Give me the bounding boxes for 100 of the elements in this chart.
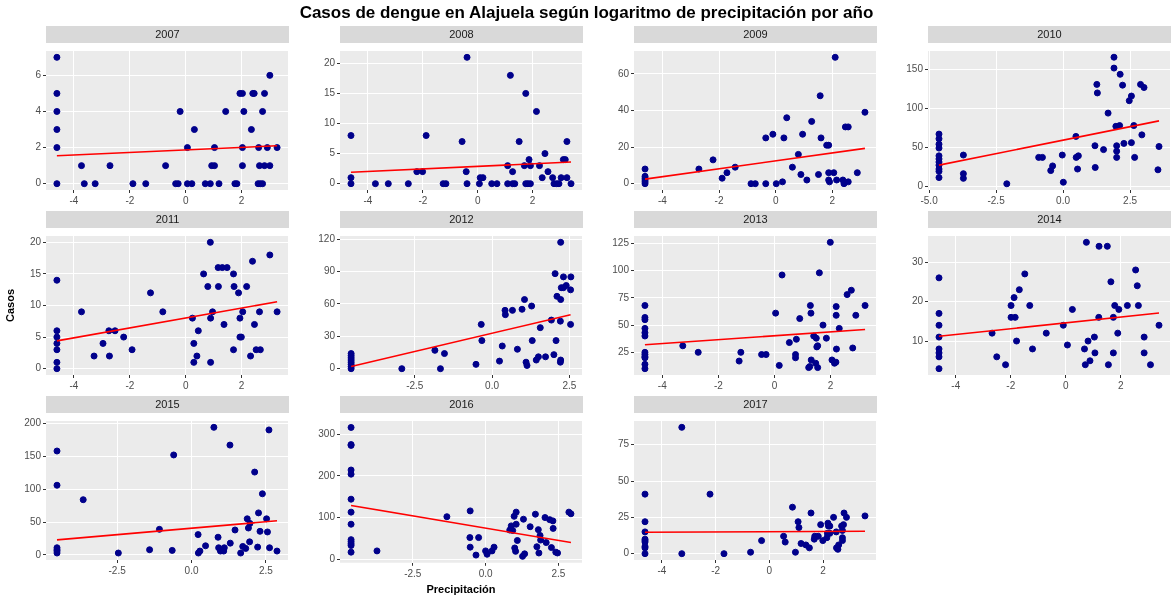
x-tick-label: 0 [766,564,773,576]
x-tick-label: -2 [1006,379,1016,391]
chart-title: 2008 [340,26,583,43]
y-tick-label: 20 [323,57,336,69]
y-tick-label: 200 [318,469,336,481]
y-tick-label: 0 [623,547,630,559]
x-tick-label: 2.5 [259,564,274,576]
x-tick-label: -4 [657,379,668,391]
y-tick-label: 0 [35,548,42,560]
x-tick-label: -4 [69,194,79,206]
y-tick-label: 0 [329,553,336,565]
y-tick-label: 25 [617,346,630,358]
x-tick-label: -2 [418,194,428,206]
y-tick-label: 15 [29,267,42,279]
y-tick-label: 50 [617,318,630,330]
x-tick-label: -2 [714,194,724,206]
chart-title: 2015 [46,396,289,413]
x-tick-label: 0 [772,194,779,206]
y-tick-label: 2 [35,141,42,153]
x-tick-label: 0.0 [478,567,493,579]
y-tick-label: 30 [911,255,924,267]
x-tick-label: 0.0 [184,564,199,576]
y-tick-label: 50 [911,141,924,153]
y-tick-label: 10 [911,334,924,346]
y-tick-label: 4 [35,105,42,117]
chart-title: 2007 [46,26,289,43]
chart-title: 2012 [340,211,583,228]
y-tick-label: 0 [329,177,336,189]
chart-title: 2016 [340,396,583,413]
x-tick-label: 2.5 [1123,194,1138,206]
y-tick-label: 25 [617,511,630,523]
x-tick-label: 2 [829,194,836,206]
x-tick-label: -5.0 [920,194,939,206]
x-tick-label: 2 [529,194,536,206]
x-tick-label: -4 [657,194,668,206]
y-tick-label: 125 [612,237,630,249]
y-tick-label: 0 [35,362,42,374]
y-tick-label: 5 [329,147,336,159]
y-tick-label: 0 [917,179,924,191]
x-tick-label: 0.0 [1056,194,1071,206]
y-tick-label: 5 [35,330,42,342]
x-tick-label: -4 [657,564,667,576]
y-tick-label: 10 [323,117,336,129]
x-tick-label: 0 [771,379,778,391]
y-tick-label: 0 [35,177,42,189]
text: Casos de dengue en Alajuela según logaritmo de precipitación por año [298,2,875,24]
y-tick-label: 100 [318,511,336,523]
x-tick-label: -4 [69,379,79,391]
x-tick-label: 0 [1062,379,1069,391]
y-tick-label: 300 [318,427,336,439]
x-tick-label: 2 [238,379,245,391]
x-tick-label: 2 [1117,379,1124,391]
y-tick-label: 15 [323,87,336,99]
x-tick-label: 0 [182,379,189,391]
y-tick-label: 50 [29,515,42,527]
x-tick-label: -2.5 [406,379,424,391]
chart-title: 2014 [928,211,1171,228]
y-tick-label: 75 [617,291,630,303]
x-tick-label: -4 [363,194,373,206]
x-tick-label: 0.0 [485,379,500,391]
y-axis-title: Casos [3,288,16,323]
x-tick-label: 2 [238,194,245,206]
y-tick-label: 100 [906,102,924,114]
chart-title: 2011 [46,211,289,228]
y-tick-label: 60 [617,67,630,79]
x-tick-label: 2.5 [562,379,577,391]
x-tick-label: -2.5 [987,194,1006,206]
x-tick-label: 0 [182,194,189,206]
y-tick-label: 150 [24,450,42,462]
y-tick-label: 60 [323,297,336,309]
x-tick-label: -2.5 [404,567,422,579]
y-tick-label: 10 [29,299,42,311]
x-tick-label: -2.5 [108,564,127,576]
y-tick-label: 200 [24,417,42,429]
y-tick-label: 6 [35,69,42,81]
chart-title: 2009 [634,26,877,43]
y-tick-label: 50 [617,474,630,486]
x-tick-label: -2 [125,379,135,391]
y-tick-label: 20 [617,140,630,152]
y-tick-label: 40 [617,104,630,116]
x-tick-label: -2 [125,194,135,206]
x-tick-label: -2 [711,564,721,576]
y-tick-label: 75 [617,438,630,450]
y-tick-label: 100 [612,264,630,276]
y-tick-label: 0 [623,177,630,189]
x-axis-title: Precipitación [426,583,496,596]
y-tick-label: 30 [323,330,336,342]
x-tick-label: 2 [820,564,827,576]
y-tick-label: 100 [24,482,42,494]
x-tick-label: 2.5 [551,567,566,579]
y-tick-label: 20 [29,236,42,248]
chart-title: 2017 [634,396,877,413]
chart-title: 2013 [634,211,877,228]
x-tick-label: -4 [951,379,961,391]
y-tick-label: 0 [329,362,336,374]
y-tick-label: 90 [323,265,336,277]
x-tick-label: -2 [713,379,724,391]
y-tick-label: 150 [906,63,924,75]
chart-title: 2010 [928,26,1171,43]
y-tick-label: 120 [318,232,336,244]
